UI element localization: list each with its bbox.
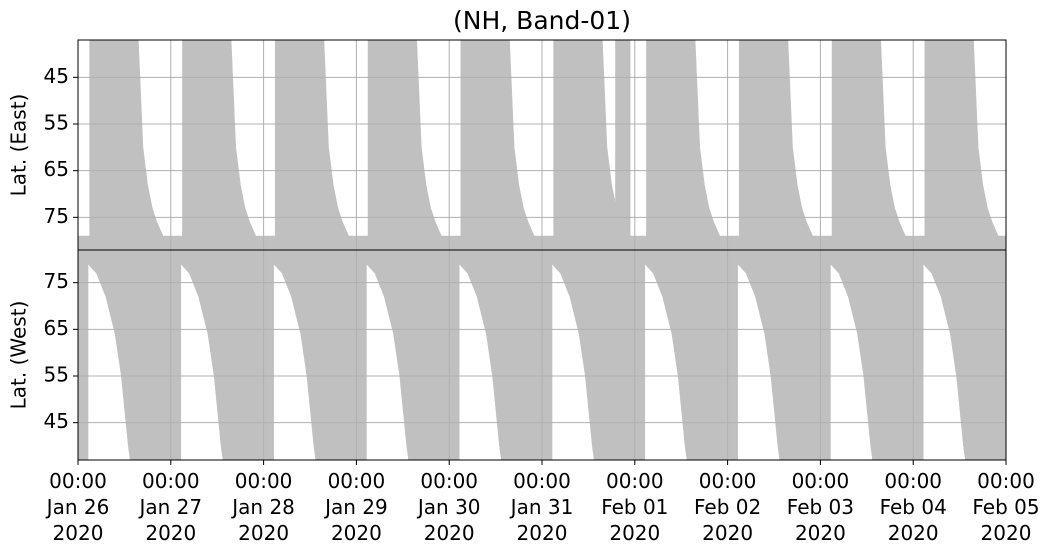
y-tick-label: 65 (44, 316, 69, 340)
x-tick-label-line: 2020 (424, 521, 475, 545)
x-tick-label-line: Jan 29 (323, 495, 388, 519)
coverage-area (77, 39, 1007, 251)
chart-title: (NH, Band-01) (453, 6, 631, 35)
x-tick-label-line: Feb 01 (601, 495, 668, 519)
x-tick-label-line: 2020 (145, 521, 196, 545)
x-tick-label: 00:00 Feb 04 2020 (880, 469, 947, 545)
y-tick-label: 65 (44, 157, 69, 181)
x-tick-label: 00:00 Feb 02 2020 (694, 469, 761, 545)
y-tick-label: 45 (44, 409, 69, 433)
x-tick-label-line: 00:00 (792, 469, 850, 493)
y-axis-label: Lat. (West) (7, 301, 31, 410)
x-tick-label: 00:00 Jan 28 2020 (230, 469, 295, 545)
x-tick-label-line: 2020 (702, 521, 753, 545)
x-tick-label-line: 00:00 (699, 469, 757, 493)
x-tick-label-line: 2020 (609, 521, 660, 545)
x-tick-label-line: 00:00 (235, 469, 293, 493)
x-tick-label-line: 2020 (795, 521, 846, 545)
x-tick-label-line: 00:00 (49, 469, 107, 493)
x-tick-label-line: 00:00 (884, 469, 942, 493)
x-tick-label-line: Jan 28 (230, 495, 295, 519)
y-tick-label: 75 (44, 269, 69, 293)
x-tick-label-line: 2020 (331, 521, 382, 545)
x-tick-label-line: 00:00 (513, 469, 571, 493)
x-tick-label: 00:00 Jan 30 2020 (416, 469, 481, 545)
y-tick-label: 55 (44, 111, 69, 135)
x-tick-label-line: Jan 27 (137, 495, 202, 519)
x-tick-label-line: 2020 (517, 521, 568, 545)
x-tick-label-line: Jan 30 (416, 495, 481, 519)
x-tick-label: 00:00 Jan 31 2020 (509, 469, 574, 545)
x-tick-label-line: 00:00 (328, 469, 386, 493)
x-tick-label-line: 2020 (238, 521, 289, 545)
x-tick-label-line: Feb 02 (694, 495, 761, 519)
x-tick-label-line: Feb 04 (880, 495, 947, 519)
y-tick-label: 45 (44, 64, 69, 88)
x-tick-label-line: 2020 (981, 521, 1032, 545)
x-tick-label-line: 00:00 (142, 469, 200, 493)
x-tick-label-line: 2020 (53, 521, 104, 545)
x-tick-label-line: 00:00 (977, 469, 1035, 493)
y-axis-label: Lat. (East) (7, 94, 31, 197)
x-tick-label-line: Feb 05 (972, 495, 1039, 519)
x-tick-label-line: 00:00 (420, 469, 478, 493)
x-tick-label-line: Jan 31 (509, 495, 574, 519)
y-tick-label: 55 (44, 363, 69, 387)
x-tick-label: 00:00 Feb 03 2020 (787, 469, 854, 545)
x-tick-label-line: 2020 (888, 521, 939, 545)
x-tick-label-line: Feb 03 (787, 495, 854, 519)
x-tick-label-line: 00:00 (606, 469, 664, 493)
x-tick-label: 00:00 Feb 01 2020 (601, 469, 668, 545)
x-tick-label-line: Jan 26 (45, 495, 110, 519)
x-tick-label: 00:00 Feb 05 2020 (972, 469, 1039, 545)
x-tick-label: 00:00 Jan 27 2020 (137, 469, 202, 545)
y-tick-label: 75 (44, 204, 69, 228)
x-tick-label: 00:00 Jan 26 2020 (45, 469, 110, 545)
x-tick-label: 00:00 Jan 29 2020 (323, 469, 388, 545)
